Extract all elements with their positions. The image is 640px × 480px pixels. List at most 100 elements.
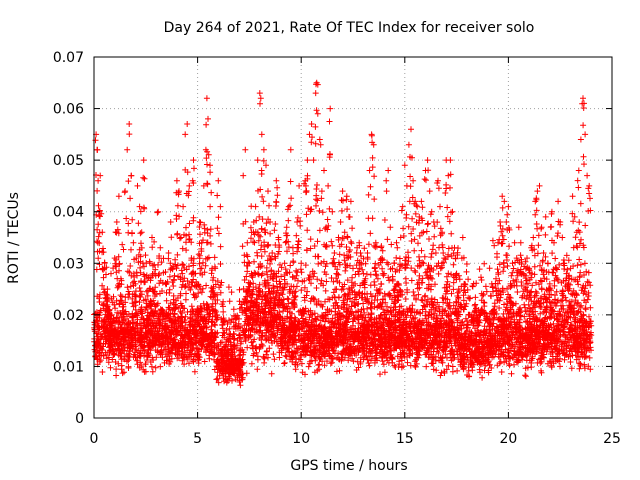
data-point (498, 291, 504, 298)
data-point (538, 358, 545, 365)
data-point (567, 359, 574, 365)
data-point (318, 277, 325, 284)
data-point (264, 277, 271, 284)
data-point (333, 368, 340, 375)
data-point (437, 354, 444, 361)
data-point (119, 346, 126, 353)
data-point (151, 238, 158, 245)
data-point (394, 244, 401, 251)
data-point (125, 365, 132, 371)
data-point (124, 284, 131, 291)
data-point (391, 346, 397, 353)
data-point (183, 332, 190, 339)
data-point (357, 354, 364, 361)
data-point (443, 273, 450, 280)
data-point (581, 346, 587, 353)
data-point (479, 374, 486, 381)
data-point (103, 271, 109, 278)
data-point (272, 221, 279, 227)
data-point (586, 313, 592, 320)
data-point (240, 285, 247, 292)
data-point (101, 260, 108, 267)
data-point (292, 359, 299, 366)
data-point (214, 369, 221, 376)
data-point (407, 312, 414, 319)
data-point (375, 262, 382, 268)
data-point (494, 296, 501, 303)
data-point (270, 351, 277, 358)
data-point (209, 350, 216, 357)
data-point (494, 250, 500, 257)
data-point (379, 358, 386, 365)
data-point (283, 315, 290, 322)
data-point (555, 351, 562, 358)
data-point (120, 333, 127, 340)
data-point (216, 365, 223, 372)
data-point (244, 314, 250, 321)
data-point (481, 299, 488, 306)
data-point (211, 254, 218, 261)
data-point (263, 337, 269, 344)
data-point (435, 331, 442, 338)
data-point (496, 332, 503, 339)
data-points (91, 79, 595, 389)
data-point (250, 280, 257, 287)
data-point (430, 339, 437, 345)
data-point (337, 337, 344, 344)
data-point (407, 362, 414, 369)
data-point (584, 344, 591, 351)
data-point (358, 253, 365, 260)
data-point (92, 348, 99, 355)
data-point (256, 281, 263, 288)
data-point (438, 321, 445, 327)
data-point (261, 359, 268, 366)
data-point (500, 268, 507, 275)
data-point (367, 316, 374, 323)
data-point (249, 309, 256, 316)
data-point (577, 261, 584, 268)
data-point (304, 288, 311, 295)
data-point (316, 355, 323, 362)
data-point (195, 290, 202, 297)
data-point (476, 366, 483, 373)
data-point (330, 342, 337, 348)
data-point (287, 262, 294, 269)
data-point (274, 283, 281, 290)
data-point (141, 263, 147, 270)
data-point (149, 368, 156, 375)
data-point (441, 370, 448, 376)
data-point (102, 335, 109, 341)
data-point (525, 348, 532, 355)
data-point (255, 285, 262, 292)
data-point (270, 319, 277, 326)
data-point (411, 247, 418, 254)
data-point (582, 305, 589, 312)
data-point (578, 332, 585, 339)
data-point (258, 341, 265, 348)
data-point (356, 265, 363, 272)
data-point (522, 258, 529, 265)
data-point (271, 253, 278, 260)
data-point (436, 339, 443, 346)
data-point (185, 353, 192, 360)
data-point (498, 369, 505, 375)
data-point (549, 250, 556, 257)
data-point (398, 357, 405, 364)
data-point (418, 247, 425, 254)
data-point (300, 348, 306, 355)
data-point (251, 258, 257, 265)
data-point (180, 262, 187, 268)
data-point (428, 254, 435, 261)
data-point (439, 347, 446, 354)
data-point (570, 341, 577, 348)
data-point (129, 335, 136, 342)
data-point (254, 356, 261, 363)
data-point (322, 309, 329, 316)
data-point (133, 312, 140, 319)
data-point (443, 281, 450, 288)
data-point (365, 241, 372, 248)
data-point (428, 295, 435, 302)
data-point (451, 351, 458, 358)
data-point (161, 359, 168, 366)
data-point (585, 363, 592, 370)
